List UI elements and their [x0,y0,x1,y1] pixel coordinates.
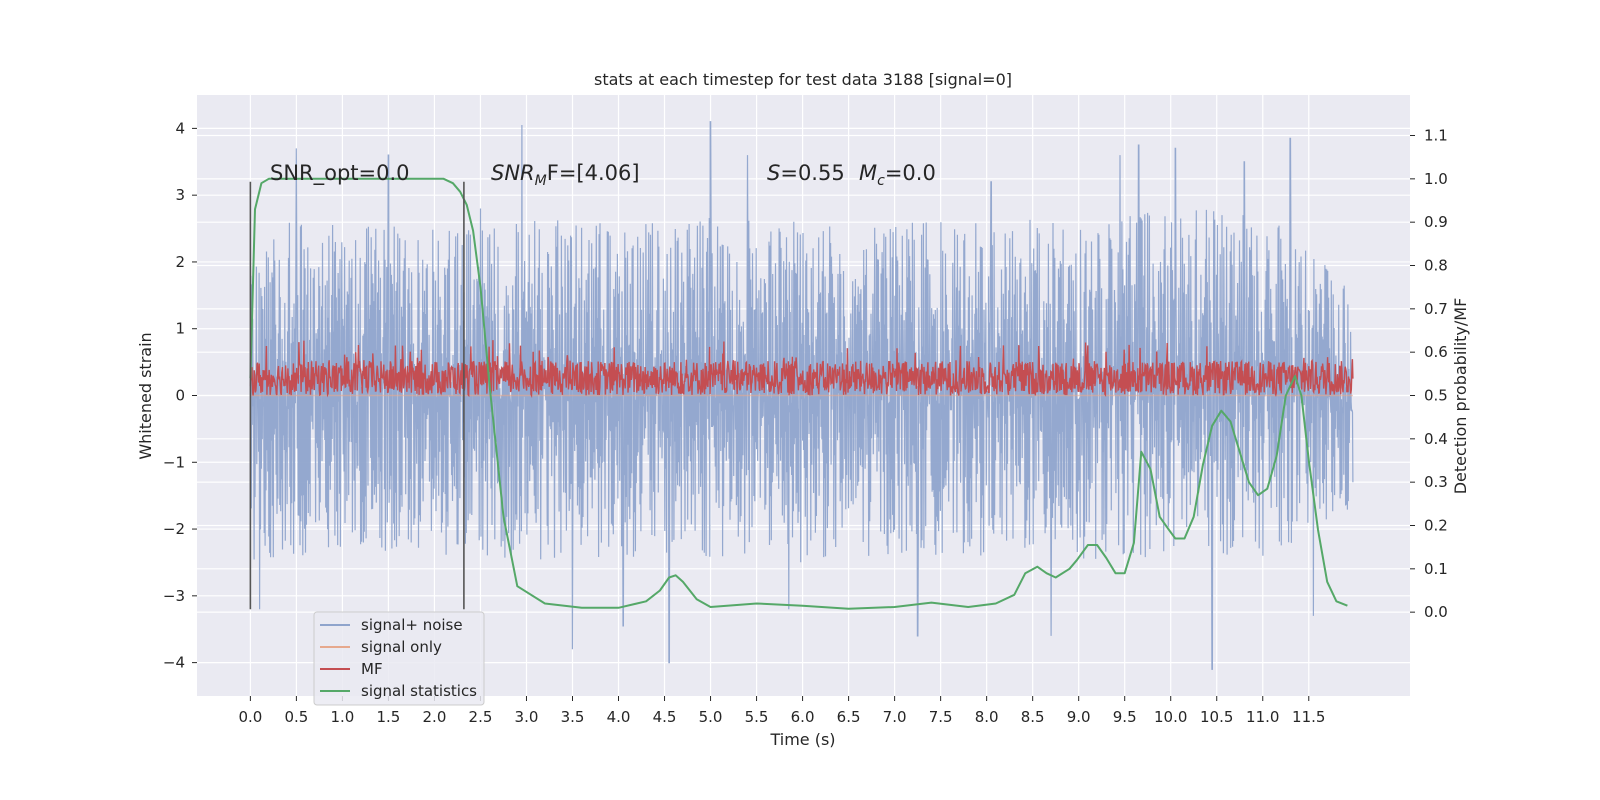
x-tick-label: 8.5 [1021,708,1045,726]
x-tick-labels: 0.0 0.5 1.0 1.5 2.0 2.5 3.0 3.5 4.0 4.5 5.0 5.5 6.0 6… [238,696,1325,726]
x-tick-label: 5.5 [745,708,769,726]
series-layer [249,121,1354,670]
legend: signal+ noise signal only MF signal stat… [313,611,485,706]
mc-annotation: Mc=0.0 [859,161,936,189]
x-tick-label: 1.5 [376,708,400,726]
x-tick-label: 1.0 [330,708,354,726]
y2-tick-label: 0.3 [1424,473,1448,491]
y-tick-label: −1 [163,453,185,471]
y2-tick-label: 1.0 [1424,170,1448,188]
x-tick-label: 7.5 [929,708,953,726]
y-axis-label: Whitened strain [136,332,155,459]
x-tick-label: 2.0 [423,708,447,726]
x-tick-label: 0.0 [238,708,262,726]
x-tick-label: 9.5 [1113,708,1137,726]
y2-tick-label: 0.5 [1424,387,1448,405]
x-tick-label: 2.5 [469,708,493,726]
legend-box [313,611,485,706]
y2-tick-label: 0.2 [1424,516,1448,534]
chart-title: stats at each timestep for test data 318… [594,70,1012,89]
x-tick-label: 4.5 [653,708,677,726]
x-tick-label: 6.0 [791,708,815,726]
x-tick-label: 10.5 [1200,708,1233,726]
mc-subscript: c [877,173,885,189]
y2-tick-label: 1.1 [1424,127,1448,145]
series-mf [249,340,1354,399]
y2-tick-label: 0.7 [1424,300,1448,318]
x-tick-label: 4.0 [607,708,631,726]
series-signal-statistics [249,177,1348,610]
s-value: =0.55 [780,161,844,185]
y2-axis-label: Detection probability/MF [1451,298,1470,495]
y-tick-label: 0 [175,387,185,405]
y2-tick-label: 0.0 [1424,603,1448,621]
snr-mf-annotation: SNRMF=[4.06] [491,161,640,189]
y-tick-label: 2 [175,253,185,271]
x-tick-label: 11.5 [1292,708,1325,726]
y-tick-label: 3 [175,186,185,204]
snr-mf-prefix: SNR [491,161,535,185]
x-tick-label: 7.0 [883,708,907,726]
mc-value: =0.0 [885,161,936,185]
y-tick-label: −3 [163,587,185,605]
x-tick-label: 8.0 [975,708,999,726]
snr-mf-subscript: M [535,173,547,189]
y2-tick-label: 0.8 [1424,257,1448,275]
x-tick-label: 6.5 [837,708,861,726]
s-annotation: S=0.55 [767,161,845,185]
x-tick-label: 0.5 [284,708,308,726]
y-tick-label: −4 [163,654,185,672]
x-tick-label: 11.0 [1246,708,1279,726]
y2-tick-label: 0.9 [1424,213,1448,231]
y-tick-label: 4 [175,119,185,137]
x-axis-label: Time (s) [769,730,835,749]
legend-label-signal-statistics: signal statistics [361,682,477,700]
y-tick-label: 1 [175,320,185,338]
x-tick-label: 3.5 [561,708,585,726]
vertical-markers [249,181,465,610]
x-tick-label: 3.0 [515,708,539,726]
snr-opt-annotation: SNR_opt=0.0 [270,161,410,186]
y2-tick-labels: 0.0 0.1 0.2 0.3 0.4 0.5 0.6 0.7 0.8 0.9 1.0 1.1 [1410,127,1448,621]
legend-label-signal-only: signal only [361,638,442,656]
legend-label-signal-noise: signal+ noise [361,616,463,634]
y2-tick-label: 0.4 [1424,430,1448,448]
x-tick-label: 10.0 [1154,708,1187,726]
mc-symbol: M [859,161,877,185]
x-tick-label: 5.0 [699,708,723,726]
x-tick-label: 9.0 [1067,708,1091,726]
legend-label-mf: MF [361,660,383,678]
snr-mf-value: F=[4.06] [547,161,640,185]
y2-tick-label: 0.6 [1424,343,1448,361]
s-symbol: S [767,161,780,185]
series-signal-noise [249,121,1354,670]
y-tick-labels: −4 −3 −2 −1 0 1 2 3 4 [163,119,197,672]
y2-tick-label: 0.1 [1424,560,1448,578]
y-tick-label: −2 [163,520,185,538]
